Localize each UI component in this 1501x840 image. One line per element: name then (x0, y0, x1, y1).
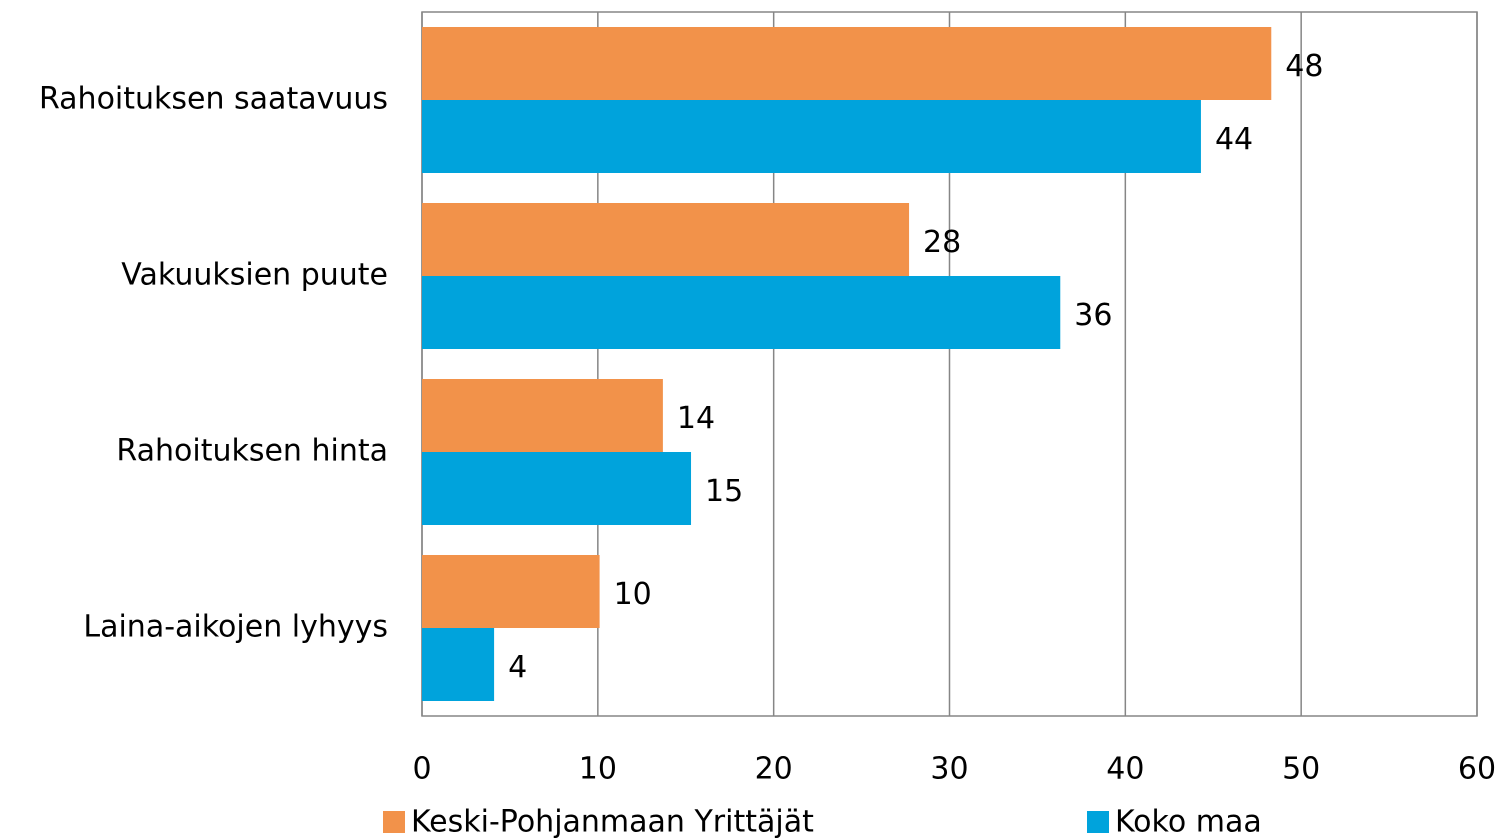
data-label: 44 (1215, 122, 1253, 157)
bar (422, 276, 1061, 349)
legend-swatch (1087, 811, 1109, 833)
y-tick-label: Laina-aikojen lyhyys (83, 610, 388, 645)
legend-swatch (383, 811, 405, 833)
bar (422, 100, 1201, 173)
x-tick-label: 10 (579, 752, 617, 787)
data-label: 48 (1285, 49, 1323, 84)
bar (422, 27, 1272, 100)
x-tick-label: 50 (1282, 752, 1320, 787)
plot-frame (421, 11, 1478, 717)
data-label: 14 (677, 401, 715, 436)
x-tick-label: 60 (1458, 752, 1496, 787)
x-tick-label: 20 (755, 752, 793, 787)
data-label: 15 (705, 474, 743, 509)
x-tick-label: 30 (930, 752, 968, 787)
legend-label: Koko maa (1115, 805, 1262, 840)
y-tick-label: Rahoituksen hinta (116, 434, 388, 469)
x-tick-label: 0 (412, 752, 431, 787)
bar (422, 628, 495, 701)
bar (422, 555, 600, 628)
data-label: 28 (923, 225, 961, 260)
bar (422, 203, 910, 276)
bar (422, 379, 663, 452)
data-label: 36 (1074, 298, 1112, 333)
data-label: 10 (614, 577, 652, 612)
y-tick-label: Vakuuksien puute (121, 258, 388, 293)
y-tick-label: Rahoituksen saatavuus (39, 82, 388, 117)
x-tick-label: 40 (1106, 752, 1144, 787)
data-label: 4 (508, 650, 527, 685)
bar (422, 452, 692, 525)
legend-label: Keski-Pohjanmaan Yrittäjät (411, 805, 814, 840)
